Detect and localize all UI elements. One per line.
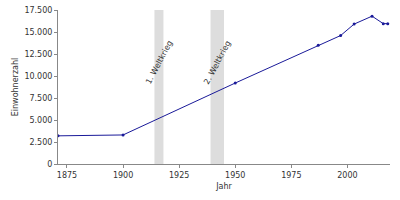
svg-text:1975: 1975 <box>281 171 301 180</box>
svg-text:7.500: 7.500 <box>29 94 52 103</box>
svg-text:10.000: 10.000 <box>24 72 52 81</box>
svg-text:5.000: 5.000 <box>29 116 52 125</box>
svg-text:15.000: 15.000 <box>24 28 52 37</box>
svg-text:1925: 1925 <box>169 171 189 180</box>
svg-text:1900: 1900 <box>113 171 133 180</box>
svg-text:1950: 1950 <box>225 171 245 180</box>
svg-text:0: 0 <box>47 160 52 169</box>
svg-text:17.500: 17.500 <box>24 6 52 15</box>
svg-text:2.500: 2.500 <box>29 138 52 147</box>
svg-text:1875: 1875 <box>57 171 77 180</box>
svg-text:Einwohnerzahl: Einwohnerzahl <box>11 58 20 117</box>
svg-text:Jahr: Jahr <box>215 182 232 191</box>
svg-text:2. Weltkrieg: 2. Weltkrieg <box>202 39 233 86</box>
svg-text:12.500: 12.500 <box>24 50 52 59</box>
svg-text:2000: 2000 <box>337 171 357 180</box>
svg-text:1. Weltkrieg: 1. Weltkrieg <box>144 39 175 86</box>
